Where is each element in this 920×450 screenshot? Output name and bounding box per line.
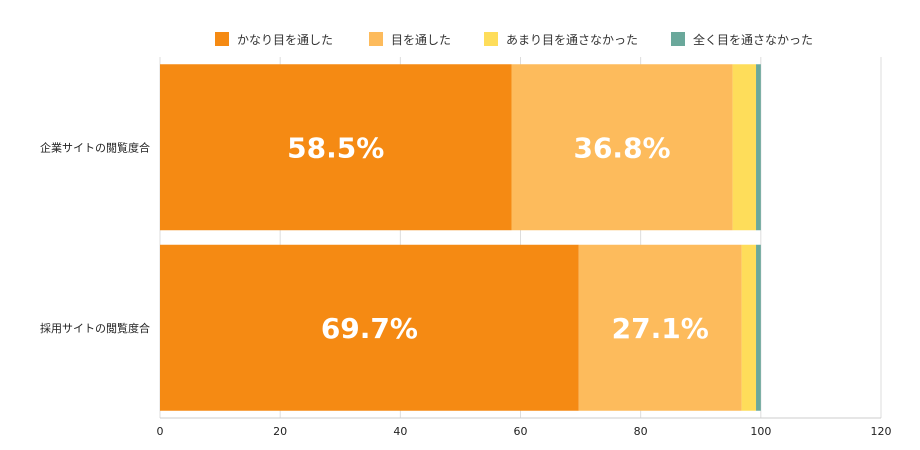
- x-axis-ticks: 0 20 40 60 80 100 120: [157, 425, 892, 438]
- bar-segment: [756, 64, 761, 231]
- x-tick-label: 40: [393, 425, 407, 438]
- bar-segment: [741, 244, 757, 411]
- category-label: 企業サイトの閲覧度合: [40, 140, 150, 154]
- bar-segment: [756, 244, 761, 411]
- legend-label: あまり目を通さなかった: [506, 33, 638, 47]
- legend-swatch: [215, 32, 229, 46]
- x-tick-label: 100: [750, 425, 771, 438]
- legend: かなり目を通した 目を通した あまり目を通さなかった 全く目を通さなかった: [215, 32, 813, 47]
- data-label: 36.8%: [573, 131, 670, 164]
- legend-label: 目を通した: [391, 33, 451, 47]
- bar-segment: [160, 64, 512, 231]
- category-label: 採用サイトの閲覧度合: [40, 321, 150, 335]
- data-label: 58.5%: [287, 131, 384, 164]
- bars: 58.5% 36.8% 69.7% 27.1%: [160, 64, 761, 411]
- bar-segment: [578, 244, 742, 411]
- x-tick-label: 120: [871, 425, 892, 438]
- bar-segment: [160, 244, 579, 411]
- legend-label: 全く目を通さなかった: [693, 32, 813, 47]
- x-tick-label: 80: [634, 425, 648, 438]
- legend-swatch: [671, 32, 685, 46]
- data-label: 27.1%: [612, 312, 709, 345]
- x-tick-label: 20: [273, 425, 287, 438]
- legend-label: かなり目を通した: [237, 33, 333, 47]
- legend-swatch: [369, 32, 383, 46]
- x-tick-label: 0: [157, 425, 164, 438]
- x-tick-label: 60: [514, 425, 528, 438]
- data-label: 69.7%: [321, 312, 418, 345]
- bar-segment: [511, 64, 733, 231]
- bar-segment: [732, 64, 757, 231]
- legend-swatch: [484, 32, 498, 46]
